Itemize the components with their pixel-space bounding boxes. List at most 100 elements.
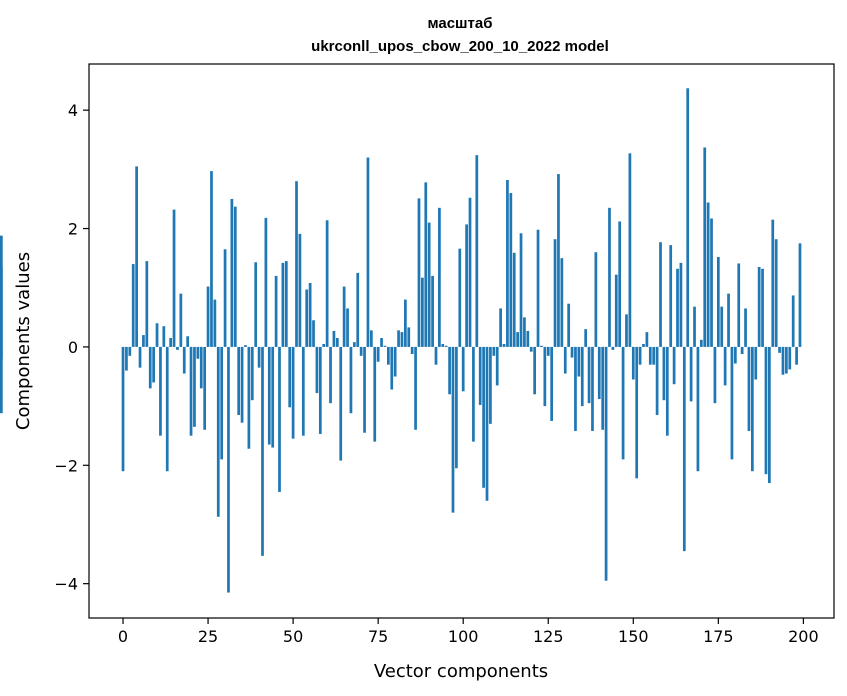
bar <box>427 222 431 347</box>
y-tick-label: 0 <box>68 338 78 357</box>
bar <box>458 248 462 347</box>
bar <box>0 346 3 359</box>
bar <box>352 342 356 347</box>
x-tick-label: 25 <box>198 627 218 646</box>
bar <box>451 346 455 513</box>
bar <box>676 268 679 347</box>
bar <box>182 346 186 374</box>
bar <box>176 346 179 350</box>
bar <box>526 330 530 347</box>
bar <box>754 346 758 380</box>
bar <box>468 197 472 347</box>
bar <box>0 346 3 414</box>
bar <box>631 346 635 380</box>
bar <box>570 346 574 358</box>
bar <box>764 346 768 475</box>
bar <box>312 320 315 347</box>
bar <box>580 346 584 407</box>
chart-title: масштаб <box>427 15 492 32</box>
bar <box>693 306 696 347</box>
bar <box>223 249 227 347</box>
bar <box>567 303 571 347</box>
bar <box>257 346 261 368</box>
bar <box>550 346 554 421</box>
bar <box>628 153 632 347</box>
bar <box>553 239 557 347</box>
bar <box>560 258 564 347</box>
bar <box>791 295 795 347</box>
bar <box>642 343 645 347</box>
bar <box>254 262 258 347</box>
bar <box>210 171 213 347</box>
bar <box>410 346 414 355</box>
bar <box>601 346 605 430</box>
bar <box>621 346 625 460</box>
bar <box>747 346 751 431</box>
bar <box>349 346 353 414</box>
bar <box>237 346 241 415</box>
bar <box>407 327 411 347</box>
bar <box>788 346 792 370</box>
bar <box>271 346 275 448</box>
bar <box>533 346 536 395</box>
bar <box>594 252 598 347</box>
bar <box>233 206 237 347</box>
bar <box>543 346 547 407</box>
bar <box>563 346 567 374</box>
bar <box>706 202 710 347</box>
bar <box>431 275 434 347</box>
bar <box>284 261 288 347</box>
bar <box>475 155 479 347</box>
bar <box>301 346 305 436</box>
y-axis-ticks: −4 −2 0 2 4 <box>54 101 89 594</box>
bar <box>546 346 550 356</box>
bar <box>172 209 176 347</box>
x-axis-label: Vector components <box>374 661 548 682</box>
bar <box>727 293 730 347</box>
x-tick-label: 100 <box>448 627 479 646</box>
bar <box>655 346 659 415</box>
bar <box>785 346 788 374</box>
bar <box>250 346 254 401</box>
bar <box>244 345 247 347</box>
bar <box>199 346 203 389</box>
bar <box>659 242 662 347</box>
bar <box>645 332 649 347</box>
bar <box>713 346 717 404</box>
x-tick-label: 50 <box>283 627 303 646</box>
bar <box>135 166 138 347</box>
bar <box>768 346 771 484</box>
bar <box>152 346 155 383</box>
bar <box>618 221 622 347</box>
bar <box>635 346 639 479</box>
bar <box>614 274 618 347</box>
bar <box>162 326 166 347</box>
y-axis-label: Components values <box>13 252 34 430</box>
bar <box>723 346 727 386</box>
bar <box>142 335 145 347</box>
bar <box>308 283 312 347</box>
bar <box>740 346 744 355</box>
bar <box>672 346 676 385</box>
x-tick-label: 125 <box>533 627 564 646</box>
bar <box>669 245 673 347</box>
x-axis-ticks: 0 25 50 75 100 125 150 175 200 <box>118 618 819 646</box>
bar <box>165 346 169 472</box>
bar <box>686 88 690 347</box>
bar <box>730 346 734 460</box>
bar <box>148 346 152 389</box>
bar <box>305 289 309 347</box>
bar <box>247 346 251 449</box>
bar <box>597 346 601 400</box>
bar <box>795 346 798 365</box>
bar <box>404 299 407 347</box>
bar <box>591 346 594 431</box>
bar <box>359 346 363 356</box>
bar <box>376 346 380 362</box>
bar <box>509 193 513 347</box>
bar <box>438 207 441 347</box>
bar <box>373 346 377 442</box>
bar <box>506 180 509 347</box>
bar <box>186 336 190 347</box>
x-tick-label: 200 <box>788 627 819 646</box>
